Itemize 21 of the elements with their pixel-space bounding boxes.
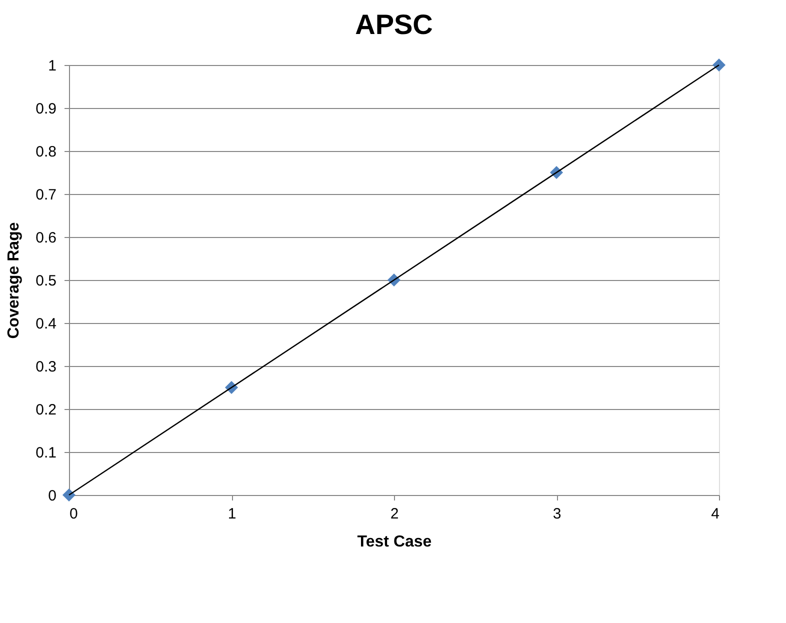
y-tick-label: 1 bbox=[48, 58, 56, 74]
y-tick-label: 0.8 bbox=[36, 144, 56, 160]
x-tick-label: 4 bbox=[711, 506, 720, 522]
x-tick-label: 3 bbox=[552, 506, 562, 522]
y-tick-label: 0.3 bbox=[36, 358, 56, 376]
y-tick-label: 0.6 bbox=[36, 230, 56, 246]
y-tick-label: 0.4 bbox=[36, 316, 56, 332]
y-tick-label: 0.7 bbox=[36, 186, 56, 204]
point bbox=[62, 488, 76, 502]
y-tick-label: 0.1 bbox=[36, 444, 56, 462]
x-axis-title: Test Case bbox=[357, 534, 432, 550]
y-tick-label: 0 bbox=[48, 488, 56, 504]
x-tick-label: 2 bbox=[390, 506, 399, 522]
y-tick-label: 0.2 bbox=[36, 402, 56, 418]
chart-title: APSC bbox=[355, 9, 433, 40]
x-tick-label: 0 bbox=[70, 506, 78, 522]
y-tick-label: 0.5 bbox=[36, 272, 56, 290]
x-tick-label: 1 bbox=[228, 506, 236, 522]
y-tick-label: 0.9 bbox=[36, 100, 56, 118]
y-axis-title: Coverage Rage bbox=[6, 222, 23, 339]
point bbox=[712, 58, 726, 72]
